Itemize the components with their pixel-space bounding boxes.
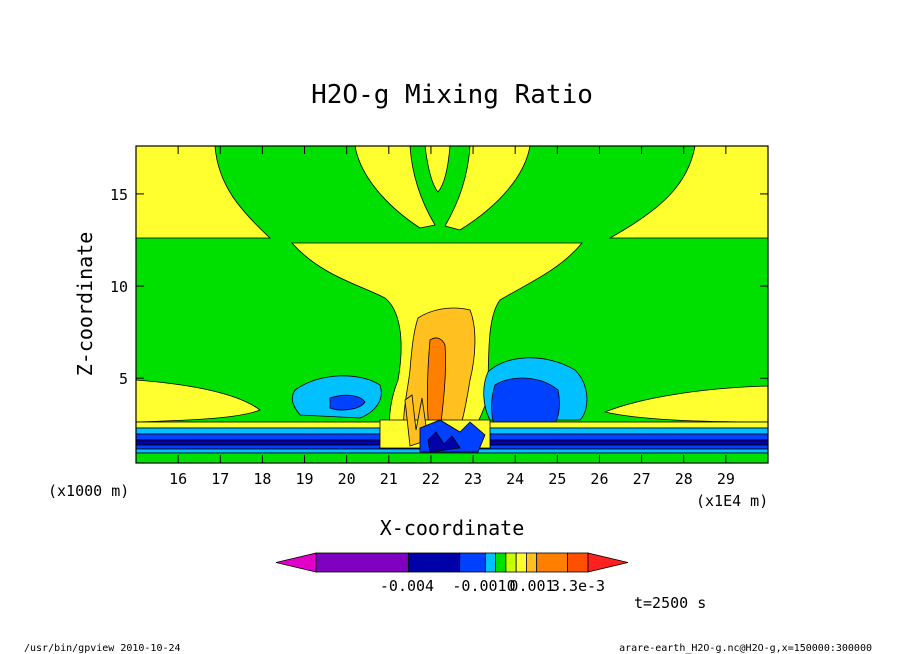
x-tick-label: 17 [211,470,229,488]
x-tick-label: 19 [296,470,314,488]
plot-area [135,145,769,464]
colorbar-min-triangle [275,552,317,573]
x-tick-label: 16 [169,470,187,488]
x-axis-label: X-coordinate [380,516,525,540]
x-tick-label: 18 [253,470,271,488]
colorbar [275,552,629,573]
field-yellow-lower-right [603,385,768,423]
x-tick-label: 24 [506,470,524,488]
x-tick-label: 29 [717,470,735,488]
x-tick-label: 27 [633,470,651,488]
x-tick-label: 21 [380,470,398,488]
colorbar-segment [567,552,589,573]
x-tick-label: 25 [548,470,566,488]
field-blue-right [491,377,560,436]
field-convective-dark [427,431,461,453]
colorbar-segment [484,552,497,573]
colorbar-segment [315,552,409,573]
colorbar-segment [526,552,538,573]
field-yellow-upper-left [136,146,272,239]
field-yellow-upper-center [354,146,436,229]
y-tick-label: 10 [110,278,128,296]
band-green-bottom [136,452,768,463]
x-tick-label: 20 [338,470,356,488]
colorbar-segment [536,552,568,573]
footer-left: /usr/bin/gpview 2010-10-24 [24,643,181,654]
x-tick-label: 22 [422,470,440,488]
plot-frame [135,145,769,464]
colorbar-segment [505,552,517,573]
field-yellow-lower-left [136,379,261,423]
colorbar-label: -0.0010 [452,577,515,595]
y-tick-label: 5 [119,370,128,388]
field-yellow-upper-right [608,146,768,239]
field-yellow-upper-center-3 [424,146,451,193]
colorbar-segment [515,552,527,573]
y-axis-ticks: 5 10 15 [110,186,768,388]
colorbar-label: 0.001 [509,577,554,595]
field-yellow-upper-center-2 [444,146,531,231]
colorbar-label: 3.3e-3 [551,577,605,595]
footer-right: arare-earth_H2O-g.nc@H2O-g,x=150000:3000… [619,643,872,654]
x-tick-label: 26 [590,470,608,488]
time-annotation: t=2500 s [634,594,706,612]
y-unit-label: (x1000 m) [48,482,129,500]
colorbar-label: -0.004 [380,577,434,595]
x-tick-label: 23 [464,470,482,488]
colorbar-segment [495,552,507,573]
field-blue-left [329,394,366,411]
x-unit-label: (x1E4 m) [696,492,768,510]
chart-title: H2O-g Mixing Ratio [311,80,593,110]
y-tick-label: 15 [110,186,128,204]
colorbar-segment [459,552,486,573]
colorbar-segment [407,552,461,573]
x-axis-ticks: 16 17 18 19 20 21 22 23 24 25 26 27 28 29 [169,146,735,488]
colorbar-max-triangle [587,552,629,573]
y-axis-label: Z-coordinate [73,232,97,377]
x-tick-label: 28 [675,470,693,488]
field-orange [426,337,447,439]
